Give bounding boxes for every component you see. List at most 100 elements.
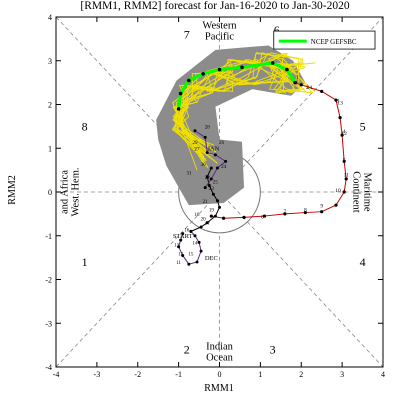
observed-day-label: 18 xyxy=(195,213,201,218)
analysis-day-label: 10 xyxy=(335,188,341,194)
phase-number: 4 xyxy=(360,255,366,269)
observed-recent-point xyxy=(203,186,207,190)
ensemble-mean-point xyxy=(178,91,183,96)
ensemble-mean-point xyxy=(240,65,244,70)
analysis-path-point xyxy=(293,81,297,85)
ensemble-mean-point xyxy=(201,72,205,76)
y-tick-label: 1 xyxy=(48,144,52,153)
x-tick-label: 2 xyxy=(299,370,303,379)
ensemble-member-line xyxy=(179,62,304,165)
x-tick-label: 0 xyxy=(218,370,222,379)
ensemble-mean-point xyxy=(176,107,181,111)
observed-jan-point xyxy=(207,183,211,187)
observed-day-label: 24 xyxy=(221,165,227,170)
analysis-path-point xyxy=(342,190,346,194)
analysis-day-label: 12 xyxy=(341,131,347,137)
observed-recent-point xyxy=(224,159,228,163)
x-tick-label: 4 xyxy=(381,370,385,379)
observed-day-label: 14 xyxy=(192,242,198,247)
observed-jan-point xyxy=(199,225,203,229)
y-tick-label: -4 xyxy=(45,363,52,372)
phase-number: 8 xyxy=(82,119,88,133)
observed-jan-point xyxy=(209,166,213,170)
phase-number: 7 xyxy=(184,28,190,42)
observed-day-label: 11 xyxy=(176,261,181,266)
analysis-path-point xyxy=(320,89,324,93)
phase-number: 6 xyxy=(274,23,280,37)
analysis-day-label: 14 xyxy=(307,85,313,91)
legend-label: NCEP GEFSBC xyxy=(311,38,357,46)
observed-day-label: 31 xyxy=(186,172,192,177)
analysis-day-label: 5 xyxy=(343,157,346,163)
observed-day-label: 20 xyxy=(201,217,207,222)
ensemble-member-line xyxy=(172,52,313,156)
observed-day-label: 30 xyxy=(201,163,207,168)
analysis-path-point xyxy=(334,203,338,207)
observed-recent-point xyxy=(193,129,197,133)
analysis-path-point xyxy=(283,212,287,216)
phase-number: 2 xyxy=(184,343,190,357)
observed-day-label: 21 xyxy=(203,200,209,205)
analysis-path-point xyxy=(262,214,267,218)
observed-dec-point xyxy=(177,245,181,249)
region-label: Ocean xyxy=(206,353,234,364)
observed-day-label: 23 xyxy=(209,187,215,192)
ensemble-member-line xyxy=(173,59,296,155)
observed-jan-point xyxy=(205,175,209,179)
observed-day-label: 19 xyxy=(209,209,215,214)
region-label: Pacific xyxy=(205,32,234,43)
observed-day-label: 28 xyxy=(205,126,211,131)
analysis-path-point xyxy=(209,214,213,218)
region-label: Indian xyxy=(206,342,234,353)
chart-title: [RMM1, RMM2] forecast for Jan-16-2020 to… xyxy=(80,0,350,12)
observed-day-label: 16 xyxy=(184,228,190,233)
observed-dec-point xyxy=(199,249,203,253)
ensemble-mean-point xyxy=(270,61,275,65)
ensemble-mean-point xyxy=(187,78,191,83)
analysis-path-point xyxy=(320,210,324,214)
observed-day-label: 29 xyxy=(192,141,198,146)
observed-day-label: 22 xyxy=(205,176,211,181)
analysis-day-label: 2 xyxy=(306,85,309,91)
observed-recent-point xyxy=(209,177,213,181)
region-label: West. Hem. xyxy=(70,167,81,216)
observed-jan-point xyxy=(205,221,209,225)
analysis-day-label: 1 xyxy=(296,74,299,80)
analysis-path-point xyxy=(303,210,307,215)
observed-dec-point xyxy=(181,253,185,257)
y-tick-label: -2 xyxy=(45,276,52,285)
observed-dec-point xyxy=(197,240,201,244)
y-tick-label: 3 xyxy=(48,57,52,66)
observed-day-label: 27 xyxy=(195,147,201,152)
observed-recent-line xyxy=(194,130,227,188)
y-tick-label: 2 xyxy=(48,101,52,110)
observed-jan-line xyxy=(190,167,221,232)
observed-dec-point xyxy=(179,238,183,242)
x-tick-label: -3 xyxy=(94,370,101,379)
observed-recent-point xyxy=(205,151,209,155)
observed-jan-point xyxy=(215,199,219,203)
x-tick-label: 3 xyxy=(340,370,344,379)
observed-day-label: 15 xyxy=(188,252,194,257)
observed-dec-point xyxy=(187,262,191,266)
ensemble-mean-point xyxy=(217,67,222,72)
observed-day-label: 26 xyxy=(219,141,225,146)
observed-day-label: 25 xyxy=(213,180,219,185)
analysis-day-label: 8 xyxy=(304,208,307,214)
observed-day-label: 17 xyxy=(205,222,211,227)
analysis-path-point xyxy=(299,83,303,87)
x-tick-label: 1 xyxy=(258,370,262,379)
analysis-day-label: 7 xyxy=(284,209,287,215)
region-label: Western xyxy=(202,21,237,32)
observed-dec-point xyxy=(195,260,199,264)
analysis-day-label: 13 xyxy=(337,101,343,107)
analysis-day-label: 4 xyxy=(343,129,346,135)
x-tick-label: -2 xyxy=(134,370,141,379)
analysis-path-point xyxy=(344,177,348,181)
y-tick-label: 0 xyxy=(48,188,52,197)
dec-label: DEC xyxy=(205,255,218,262)
analysis-path-point xyxy=(221,216,226,220)
observed-day-label: 12 xyxy=(178,252,184,257)
phase-number: 1 xyxy=(82,255,88,269)
